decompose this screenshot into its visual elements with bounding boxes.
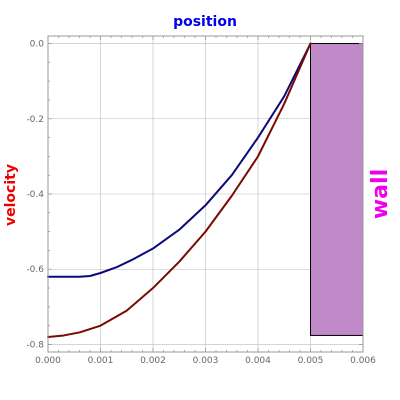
series-line-0 xyxy=(47,42,312,278)
x-tick-label-5: 0.005 xyxy=(298,356,324,366)
wall-rect xyxy=(310,43,364,336)
y-tick-label-3: -0.6 xyxy=(26,265,44,275)
y-axis-label: velocity xyxy=(3,164,19,226)
x-tick-label-6: 0.006 xyxy=(350,356,376,366)
x-tick-label-4: 0.004 xyxy=(245,356,271,366)
x-tick-label-1: 0.001 xyxy=(88,356,114,366)
y-tick-label-4: -0.8 xyxy=(26,340,44,350)
chart-title: position xyxy=(173,14,237,30)
x-tick-label-2: 0.002 xyxy=(140,356,166,366)
series-line-1 xyxy=(47,42,312,338)
y-tick-label-0: 0.0 xyxy=(30,40,45,50)
x-tick-label-0: 0.000 xyxy=(35,356,61,366)
wall-layer xyxy=(310,43,364,336)
y-tick-label-2: -0.4 xyxy=(26,190,44,200)
series-layer xyxy=(47,42,312,338)
x-tick-label-3: 0.003 xyxy=(193,356,219,366)
y-tick-label-1: -0.2 xyxy=(26,115,44,125)
tick-layer: 0.000 0.001 0.002 0.003 0.004 0.005 0.006 0.0 -0… xyxy=(26,36,376,366)
wall-label: wall xyxy=(368,169,393,219)
